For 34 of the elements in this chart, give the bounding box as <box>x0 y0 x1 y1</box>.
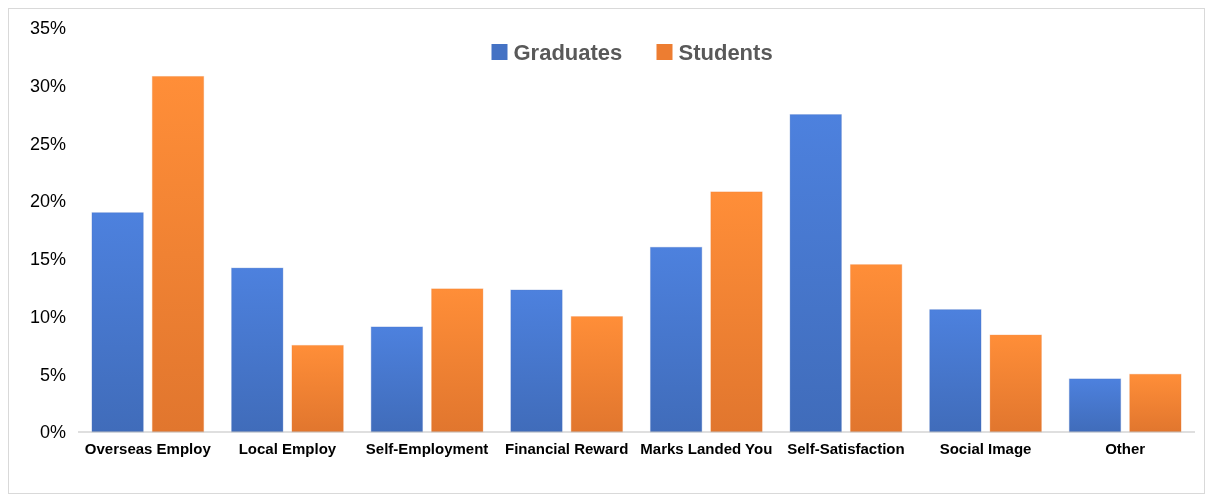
bar <box>510 289 563 433</box>
legend-label: Students <box>678 39 773 65</box>
y-tick-label: 10% <box>29 306 66 327</box>
bar <box>151 75 205 433</box>
x-tick-label: Local Employ <box>238 440 337 457</box>
x-tick-label: Self-Satisfaction <box>787 440 905 457</box>
bar <box>929 309 982 433</box>
bar <box>710 191 763 433</box>
bar <box>231 267 284 433</box>
bar <box>1068 378 1122 433</box>
y-tick-label: 30% <box>29 76 66 97</box>
bar <box>649 246 703 433</box>
bar <box>789 114 842 433</box>
x-tick-label: Social Image <box>939 440 1032 457</box>
legend-label: Graduates <box>513 39 623 65</box>
bar <box>989 334 1042 433</box>
x-tick-label: Marks Landed You <box>640 440 773 457</box>
x-tick-label: Financial Reward <box>505 440 629 457</box>
y-tick-label: 20% <box>29 191 66 212</box>
bar <box>1129 373 1182 433</box>
bar <box>91 212 144 433</box>
bar <box>849 264 903 433</box>
bar <box>370 326 424 433</box>
bar <box>570 316 624 433</box>
bar <box>431 288 484 433</box>
y-tick-label: 25% <box>29 133 66 154</box>
x-tick-label: Self-Employment <box>365 440 489 457</box>
y-tick-label: 35% <box>29 18 66 39</box>
x-tick-label: Other <box>1105 440 1146 457</box>
y-tick-label: 5% <box>39 364 66 385</box>
y-tick-label: 0% <box>39 422 66 443</box>
x-tick-label: Overseas Employ <box>84 440 212 457</box>
bar <box>291 344 344 433</box>
y-tick-label: 15% <box>29 249 66 270</box>
